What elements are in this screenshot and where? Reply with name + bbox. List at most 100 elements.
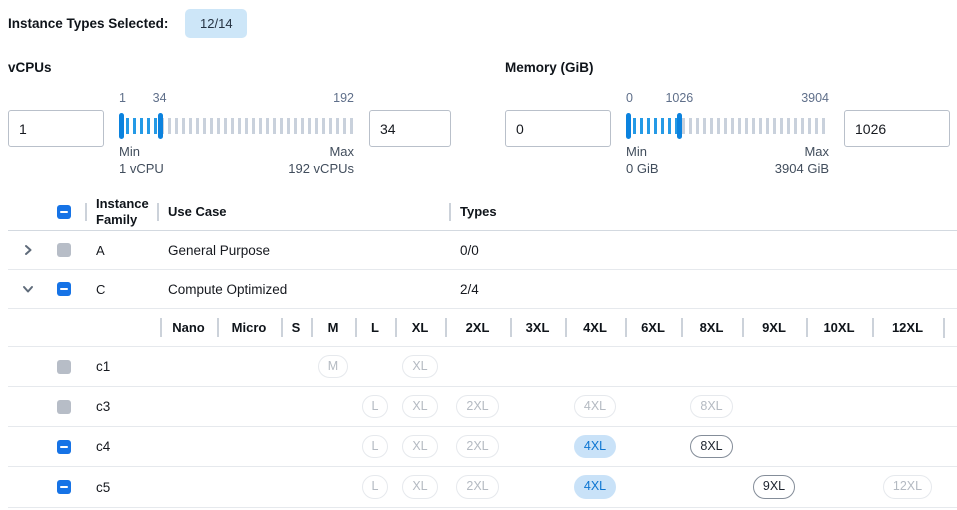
size-pill-4XL[interactable]: 4XL [573,434,617,459]
size-cell-12XL [872,427,943,466]
vcpu-filter-title: vCPUs [8,60,52,75]
vcpu-max-detail: 192 vCPUs [288,161,354,176]
checkbox-disabled [57,399,71,414]
size-cell-S [281,347,311,386]
selection-summary: Instance Types Selected: 12/14 [8,8,957,38]
memory-slider-track[interactable] [626,112,829,140]
instance-row-c1: c1 M XL [8,347,957,387]
size-cell-3XL [510,427,565,466]
vcpu-slider-active-ticks [119,118,160,134]
checkbox-indeterminate[interactable] [57,282,71,296]
size-pill-9XL[interactable]: 9XL [752,475,796,499]
row-checkbox-cell [48,439,85,454]
family-name: C [96,281,106,297]
vcpu-max-input[interactable] [369,110,451,147]
row-checkbox-cell [48,282,85,296]
vcpu-minmax-labels: Min Max [119,144,354,159]
size-column-header-12XL: 12XL [872,309,943,346]
vcpu-slider-track[interactable] [119,112,354,140]
size-cell-S [281,427,311,466]
size-cell-Micro [217,467,281,507]
selection-count-badge: 12/14 [185,8,248,38]
vcpu-scale-low-label: 1 [119,91,126,105]
size-cell-4XL [565,347,625,386]
size-cell-8XL: 8XL [681,387,742,426]
memory-slider-high-handle[interactable] [677,113,683,139]
memory-filter-title: Memory (GiB) [505,60,594,75]
vcpu-slider-low-handle[interactable] [119,113,124,139]
size-pill-L: L [361,475,389,499]
use-case-value: General Purpose [168,242,271,258]
size-column-header-S: S [281,309,311,346]
size-cell-10XL [806,347,872,386]
memory-filter-controls: 0 1026 3904 Min Max 0 [505,91,950,176]
size-cell-Micro [217,427,281,466]
memory-slider-low-handle[interactable] [626,113,631,139]
instance-row-c3: c3 L XL 2XL 4XL 8XL [8,387,957,427]
size-cell-L [355,347,395,386]
select-all-cell [48,205,85,219]
memory-min-input[interactable] [505,110,611,147]
size-cell-M [311,467,355,507]
checkbox-indeterminate[interactable] [57,439,71,454]
vcpu-min-input[interactable] [8,110,104,147]
memory-min-caption: Min [626,144,647,159]
memory-max-caption: Max [804,144,829,159]
expand-toggle[interactable] [8,282,48,296]
vcpu-scale-high-label: 34 [152,91,167,105]
column-divider [943,317,945,338]
instance-name: c1 [96,359,111,374]
chevron-right-icon[interactable] [21,243,35,257]
vcpu-max-caption: Max [329,144,354,159]
size-cell-XL: XL [395,467,445,507]
size-column-header-XL: XL [395,309,445,346]
vcpu-slider-inactive-ticks [119,118,354,134]
vcpu-filter: vCPUs 1 34 192 Min [8,60,451,176]
checkbox-disabled [57,359,71,374]
size-pill-8XL[interactable]: 8XL [690,434,733,459]
size-pill-2XL: 2XL [456,475,499,499]
size-column-header-L: L [355,309,395,346]
memory-filter: Memory (GiB) 0 1026 3904 [505,60,950,176]
size-pill-2XL: 2XL [456,394,499,419]
memory-minmax-labels: Min Max [626,144,829,159]
select-all-checkbox[interactable] [57,205,71,219]
size-cell-10XL [806,467,872,507]
memory-scale-end-label: 3904 [801,91,829,105]
family-column-header: Instance Family [85,194,157,230]
size-cell-3XL [510,387,565,426]
types-column-header: Types [449,194,957,230]
memory-scale-high-label: 1026 [665,91,694,105]
size-cell-Nano [160,467,217,507]
size-cell-2XL: 2XL [445,467,510,507]
size-pill-XL: XL [402,394,438,419]
size-cell-Nano [160,387,217,426]
vcpu-minmax-details: 1 vCPU 192 vCPUs [119,161,354,176]
memory-max-input[interactable] [844,110,950,147]
size-cell-Nano [160,427,217,466]
size-pill-8XL: 8XL [690,394,733,419]
vcpu-min-caption: Min [119,144,140,159]
size-pill-2XL: 2XL [456,434,499,459]
size-pill-L: L [361,394,389,419]
size-cell-6XL [625,427,681,466]
size-cell-6XL [625,347,681,386]
size-cell-M [311,387,355,426]
size-cell-XL: XL [395,427,445,466]
size-cell-12XL [872,387,943,426]
expand-toggle[interactable] [8,243,48,257]
vcpu-scale-end-label: 192 [333,91,354,105]
size-cell-9XL [742,387,806,426]
instance-row-c4: c4 L XL 2XL 4XL 8XL [8,427,957,467]
range-filters: vCPUs 1 34 192 Min [8,60,957,176]
size-column-header-Nano: Nano [160,309,217,346]
size-pill-4XL[interactable]: 4XL [573,475,617,499]
chevron-down-icon[interactable] [21,282,35,296]
row-checkbox-cell [48,359,85,374]
size-cell-10XL [806,387,872,426]
size-pill-4XL: 4XL [573,394,617,419]
memory-slider-scale: 0 1026 3904 [626,91,829,106]
vcpu-slider-high-handle[interactable] [157,113,163,139]
checkbox-indeterminate[interactable] [57,480,71,494]
size-cell-Micro [217,387,281,426]
